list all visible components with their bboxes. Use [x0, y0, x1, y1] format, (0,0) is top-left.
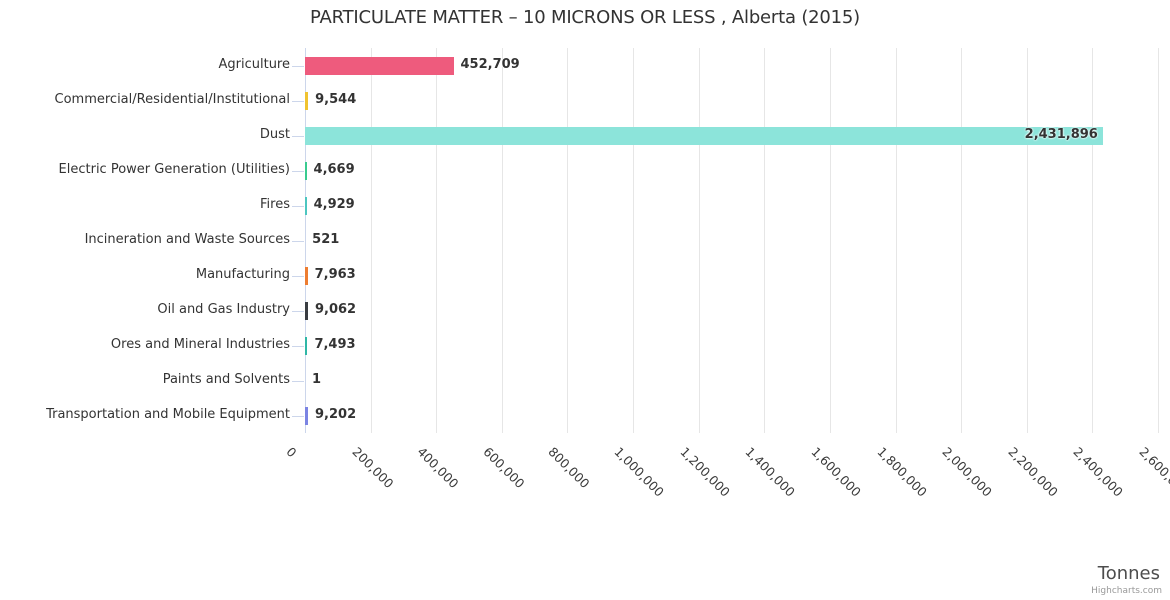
category-label: Incineration and Waste Sources	[84, 231, 290, 247]
bar[interactable]	[305, 161, 307, 180]
x-axis-tick-label: 1,600,000	[808, 444, 864, 500]
bar[interactable]	[305, 196, 307, 215]
x-gridline	[895, 48, 897, 433]
category-label: Agriculture	[218, 56, 291, 72]
bar[interactable]	[305, 266, 308, 285]
value-label: 521	[312, 232, 340, 247]
x-gridline	[633, 48, 635, 433]
value-label: 9,062	[314, 302, 357, 317]
bar[interactable]	[305, 406, 309, 425]
bar[interactable]	[305, 336, 308, 355]
x-axis-tick-label: 2,400,000	[1070, 444, 1127, 500]
x-axis-tick-label: 2,200,000	[1005, 444, 1061, 500]
x-axis-title: Tonnes	[1097, 563, 1160, 584]
value-label: 9,202	[315, 407, 357, 422]
x-axis-tick-label: 1,200,000	[677, 444, 733, 500]
category-tick-mark	[292, 345, 304, 347]
x-gridline	[1158, 48, 1159, 433]
category-label: Fires	[260, 196, 290, 212]
value-label: 7,493	[314, 337, 356, 352]
x-axis-tick-label: 800,000	[545, 444, 594, 492]
x-axis-tick-label: 2,600,000	[1136, 444, 1170, 500]
category-tick-mark	[292, 135, 304, 137]
bar[interactable]	[305, 301, 308, 320]
x-axis-tick-label: 1,000,000	[611, 444, 668, 500]
category-label: Paints and Solvents	[162, 371, 290, 387]
x-gridline	[698, 48, 700, 433]
x-axis-tick-label: 0	[283, 444, 300, 461]
category-tick-mark	[292, 240, 304, 242]
x-gridline	[370, 48, 372, 433]
chart-title: PARTICULATE MATTER – 10 MICRONS OR LESS …	[310, 7, 860, 28]
category-tick-mark	[292, 415, 304, 417]
y-axis-line	[305, 48, 306, 433]
category-tick-mark	[292, 170, 304, 172]
x-gridline	[961, 48, 963, 433]
x-axis-tick-label: 200,000	[349, 444, 397, 492]
x-gridline	[1026, 48, 1028, 433]
x-axis-tick-label: 600,000	[480, 444, 528, 492]
bar[interactable]	[305, 56, 454, 75]
category-tick-mark	[292, 310, 304, 312]
category-label: Oil and Gas Industry	[157, 301, 290, 317]
value-label: 4,669	[313, 162, 355, 177]
highcharts-credits-link[interactable]: Highcharts.com	[1091, 586, 1162, 596]
bar[interactable]	[305, 91, 309, 110]
category-tick-mark	[292, 275, 304, 277]
category-label: Electric Power Generation (Utilities)	[58, 161, 290, 177]
category-label: Transportation and Mobile Equipment	[46, 406, 290, 422]
x-gridline	[829, 48, 831, 433]
x-axis-tick-label: 1,800,000	[873, 444, 930, 500]
x-gridline	[501, 48, 503, 433]
value-label: 4,929	[313, 197, 355, 212]
x-gridline	[1092, 48, 1094, 433]
value-label: 2,431,896	[1024, 127, 1098, 142]
value-label: 7,963	[314, 267, 356, 282]
bar[interactable]	[305, 126, 1103, 145]
x-gridline	[764, 48, 766, 433]
category-tick-mark	[292, 100, 304, 102]
x-gridline	[567, 48, 569, 433]
category-label: Commercial/Residential/Institutional	[54, 91, 291, 107]
value-label: 452,709	[460, 57, 520, 72]
category-tick-mark	[292, 205, 304, 207]
category-label: Dust	[259, 126, 290, 142]
value-label: 9,544	[315, 92, 357, 107]
x-axis-tick-label: 1,400,000	[742, 444, 799, 500]
value-label: 1	[312, 372, 322, 387]
category-tick-mark	[292, 65, 304, 67]
category-tick-mark	[292, 380, 304, 382]
category-label: Ores and Mineral Industries	[110, 336, 290, 352]
x-gridline	[436, 48, 438, 433]
x-axis-tick-label: 2,000,000	[939, 444, 996, 500]
x-axis-tick-label: 400,000	[414, 444, 462, 492]
category-label: Manufacturing	[195, 266, 290, 282]
